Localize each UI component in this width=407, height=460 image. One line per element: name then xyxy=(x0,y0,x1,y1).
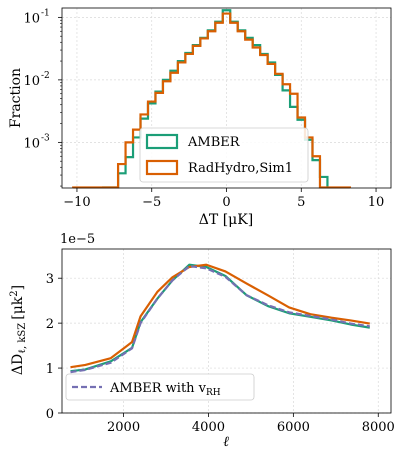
line-y-tick-label: 2 xyxy=(46,317,54,332)
line-offset-label: 1e−5 xyxy=(60,232,95,247)
histogram-y-tick-exponent: -1 xyxy=(41,8,50,18)
line-legend: AMBER with vRH xyxy=(65,373,255,401)
line-y-ticks: 0 1 2 3 xyxy=(46,272,62,422)
line-series-radhydro xyxy=(70,263,370,369)
histogram-legend: AMBER RadHydro,Sim1 xyxy=(139,127,309,183)
histogram-y-ticks: 10-310-210-1 xyxy=(23,8,62,187)
line-series-amber-vrh xyxy=(70,264,370,374)
histogram-x-tick-label: 5 xyxy=(297,195,305,210)
histogram-series-radhydro xyxy=(72,12,351,189)
legend-label-amber-vrh: AMBER with vRH xyxy=(109,381,221,398)
histogram-legend-box xyxy=(139,127,309,183)
line-series xyxy=(70,263,370,374)
line-x-tick-label: 2000 xyxy=(107,420,140,435)
histogram-y-tick-label: 10 xyxy=(23,11,40,26)
histogram-x-tick-label: 10 xyxy=(368,195,385,210)
histogram-x-ticks: −10 −5 0 5 10 xyxy=(63,188,384,210)
line-x-tick-label: 6000 xyxy=(277,420,310,435)
histogram-panel: −10 −5 0 5 10 10-310-210-1 Fraction ΔT [μK] … xyxy=(8,7,392,228)
line-legend-box xyxy=(65,373,255,401)
line-x-label: ℓ xyxy=(223,434,229,450)
legend-label-radhydro: RadHydro,Sim1 xyxy=(188,161,293,176)
histogram-series xyxy=(72,9,351,189)
line-x-tick-label: 4000 xyxy=(192,420,225,435)
histogram-y-tick-label: 10 xyxy=(23,74,40,89)
histogram-x-label: ΔT [μK] xyxy=(199,212,253,228)
histogram-x-tick-label: −10 xyxy=(63,195,90,210)
histogram-y-tick-label: 10 xyxy=(23,136,40,151)
line-y-tick-label: 0 xyxy=(46,407,54,422)
line-frame xyxy=(61,248,392,414)
line-x-tick-label: 8000 xyxy=(362,420,395,435)
histogram-x-tick-label: −5 xyxy=(142,195,161,210)
legend-swatch-amber xyxy=(145,133,179,150)
line-panel: 2000 4000 6000 8000 0 1 2 3 1e−5 ΔDℓ, kSZ[μk2]… xyxy=(9,232,395,450)
legend-label-amber: AMBER xyxy=(187,135,241,150)
legend-swatch-radhydro xyxy=(145,159,179,176)
histogram-x-tick-label: 0 xyxy=(222,195,230,210)
line-y-tick-label: 3 xyxy=(46,272,54,287)
line-y-tick-label: 1 xyxy=(46,362,54,377)
histogram-y-tick-exponent: -3 xyxy=(41,133,50,143)
line-x-ticks: 2000 4000 6000 8000 xyxy=(107,413,395,435)
line-y-label: ΔDℓ, kSZ[μk2] xyxy=(9,285,28,375)
histogram-y-tick-exponent: -2 xyxy=(41,71,50,81)
histogram-y-label: Fraction xyxy=(8,68,24,128)
